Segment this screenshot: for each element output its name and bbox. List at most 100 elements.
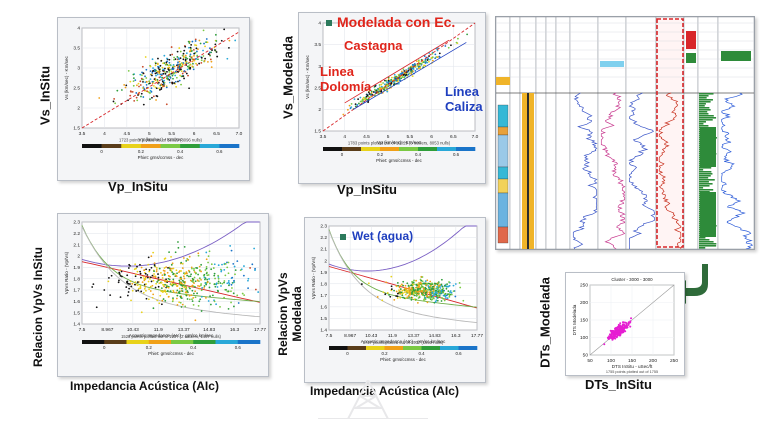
data-point xyxy=(434,289,437,292)
data-point xyxy=(214,43,217,46)
data-point xyxy=(214,33,217,36)
data-point xyxy=(449,291,451,294)
data-point xyxy=(428,287,431,290)
data-point xyxy=(142,72,145,75)
data-point xyxy=(217,282,220,285)
data-point xyxy=(168,81,171,84)
data-point xyxy=(380,83,383,86)
colorbar-segment xyxy=(160,144,181,148)
x-tick-label: 100 xyxy=(607,358,615,364)
log-track xyxy=(545,16,557,250)
data-point xyxy=(183,285,186,287)
data-point xyxy=(193,282,195,285)
data-point xyxy=(168,61,171,64)
data-point xyxy=(190,56,193,58)
data-point xyxy=(164,299,167,302)
data-point xyxy=(432,294,435,297)
data-point xyxy=(437,290,440,293)
data-point xyxy=(207,53,210,55)
data-point xyxy=(200,284,202,287)
data-point xyxy=(350,103,353,105)
data-point xyxy=(162,68,165,71)
data-point xyxy=(163,54,166,57)
data-point xyxy=(204,277,207,280)
data-point xyxy=(160,290,163,293)
data-point xyxy=(217,277,220,280)
data-point xyxy=(376,296,379,298)
data-point xyxy=(178,270,181,272)
annotation-linea-caliza: Línea Caliza xyxy=(445,84,483,114)
data-point xyxy=(212,267,215,269)
data-point xyxy=(427,289,429,291)
data-point xyxy=(241,292,244,295)
data-point xyxy=(442,287,445,290)
y-tick-label: 1.6 xyxy=(320,304,327,310)
data-point xyxy=(126,274,129,277)
chart-footnote: 1723 points plotted out of 10029 (8096 n… xyxy=(119,138,202,143)
data-point xyxy=(430,298,433,301)
data-point xyxy=(126,294,129,297)
data-point xyxy=(168,251,170,254)
y-axis-title-dts-modelada: DTs_Modelada xyxy=(537,277,553,368)
data-point xyxy=(151,96,153,99)
data-point xyxy=(199,42,202,45)
header-chip xyxy=(686,53,696,63)
data-point xyxy=(418,295,421,298)
data-point xyxy=(208,282,211,285)
data-point xyxy=(179,57,182,60)
colorbar-segment xyxy=(199,144,220,148)
data-point xyxy=(183,77,185,80)
data-point xyxy=(401,71,404,74)
data-point xyxy=(134,281,137,284)
data-point xyxy=(443,284,446,287)
data-point xyxy=(200,289,203,292)
data-point xyxy=(172,77,174,80)
data-point xyxy=(107,280,110,283)
data-point xyxy=(196,292,198,295)
colorbar-segment xyxy=(456,147,476,151)
data-point xyxy=(247,287,249,290)
data-point xyxy=(135,290,138,292)
data-point xyxy=(171,53,174,56)
data-point xyxy=(395,285,398,288)
data-point xyxy=(157,273,159,275)
data-point xyxy=(373,88,376,91)
log-track xyxy=(683,16,699,250)
data-point xyxy=(181,267,184,270)
data-point xyxy=(220,39,223,42)
log-bar xyxy=(699,179,715,181)
data-point xyxy=(189,279,192,282)
zone-block xyxy=(497,134,509,168)
data-point xyxy=(154,286,157,289)
data-point xyxy=(404,284,407,287)
data-point xyxy=(443,299,446,302)
data-point xyxy=(114,102,117,105)
legend-marker-modelada xyxy=(326,20,332,27)
data-point xyxy=(175,291,178,294)
data-point xyxy=(160,303,163,306)
data-point xyxy=(151,82,154,85)
data-point xyxy=(390,82,393,85)
data-point xyxy=(438,295,441,297)
well-log-tracks xyxy=(495,16,755,250)
model-curve xyxy=(81,226,260,318)
data-point xyxy=(412,68,415,71)
y-axis-label: Vs (km/sec) - Km/sec xyxy=(64,55,69,99)
data-point xyxy=(406,282,409,285)
data-point xyxy=(139,73,142,76)
data-point xyxy=(216,55,219,58)
data-point xyxy=(182,62,185,64)
data-point xyxy=(448,284,451,287)
data-point xyxy=(167,277,170,280)
data-point xyxy=(161,76,164,79)
data-point xyxy=(131,90,134,93)
data-point xyxy=(163,267,166,269)
data-point xyxy=(195,44,198,47)
data-point xyxy=(166,290,169,292)
data-point xyxy=(399,296,402,299)
data-point xyxy=(420,284,423,287)
colorbar-tick: 0.6 xyxy=(216,149,223,154)
colorbar-segment xyxy=(366,346,385,350)
data-point xyxy=(152,67,154,69)
data-point xyxy=(358,102,360,105)
